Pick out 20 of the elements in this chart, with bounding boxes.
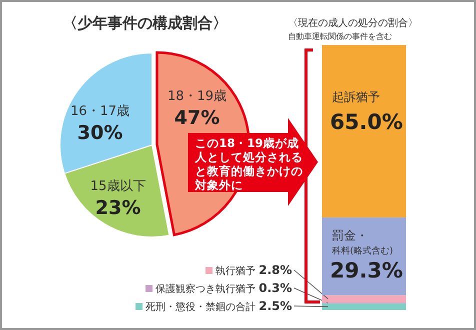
data-label: 29.3% [330,258,403,282]
chart-title: 〈現在の成人の処分の割合〉 [288,17,418,29]
series-label: 起訴猶予 [332,90,380,104]
text: この18・19歳が成人として処分されると教育的働きかけの対象外に [194,136,303,192]
chart-subtitle: 自動車運転関係の事件を含む [288,32,392,41]
slice-label: 15歳以下 [90,179,146,194]
slice-label: 16・17歳 [70,104,130,119]
chart-title: 〈少年事件の構成割合〉 [62,14,228,32]
data-label: 47% [174,107,220,129]
data-label: 0.3% [258,281,292,295]
data-label: 2.5% [258,299,292,313]
legend-label: 死刑・懲役・禁錮の合計 [146,301,259,313]
data-label: 23% [95,197,141,219]
data-label: 30% [77,122,123,144]
legend-label: 執行猶予 [216,265,259,277]
legend-label: 保護観察つき執行猶予 [156,283,259,295]
slice-label: 18・19歳 [167,89,227,104]
data-label: 2.8% [258,263,292,277]
data-label: 65.0% [330,110,403,134]
series-label: 罰金・科料(略式含む) [332,228,394,256]
